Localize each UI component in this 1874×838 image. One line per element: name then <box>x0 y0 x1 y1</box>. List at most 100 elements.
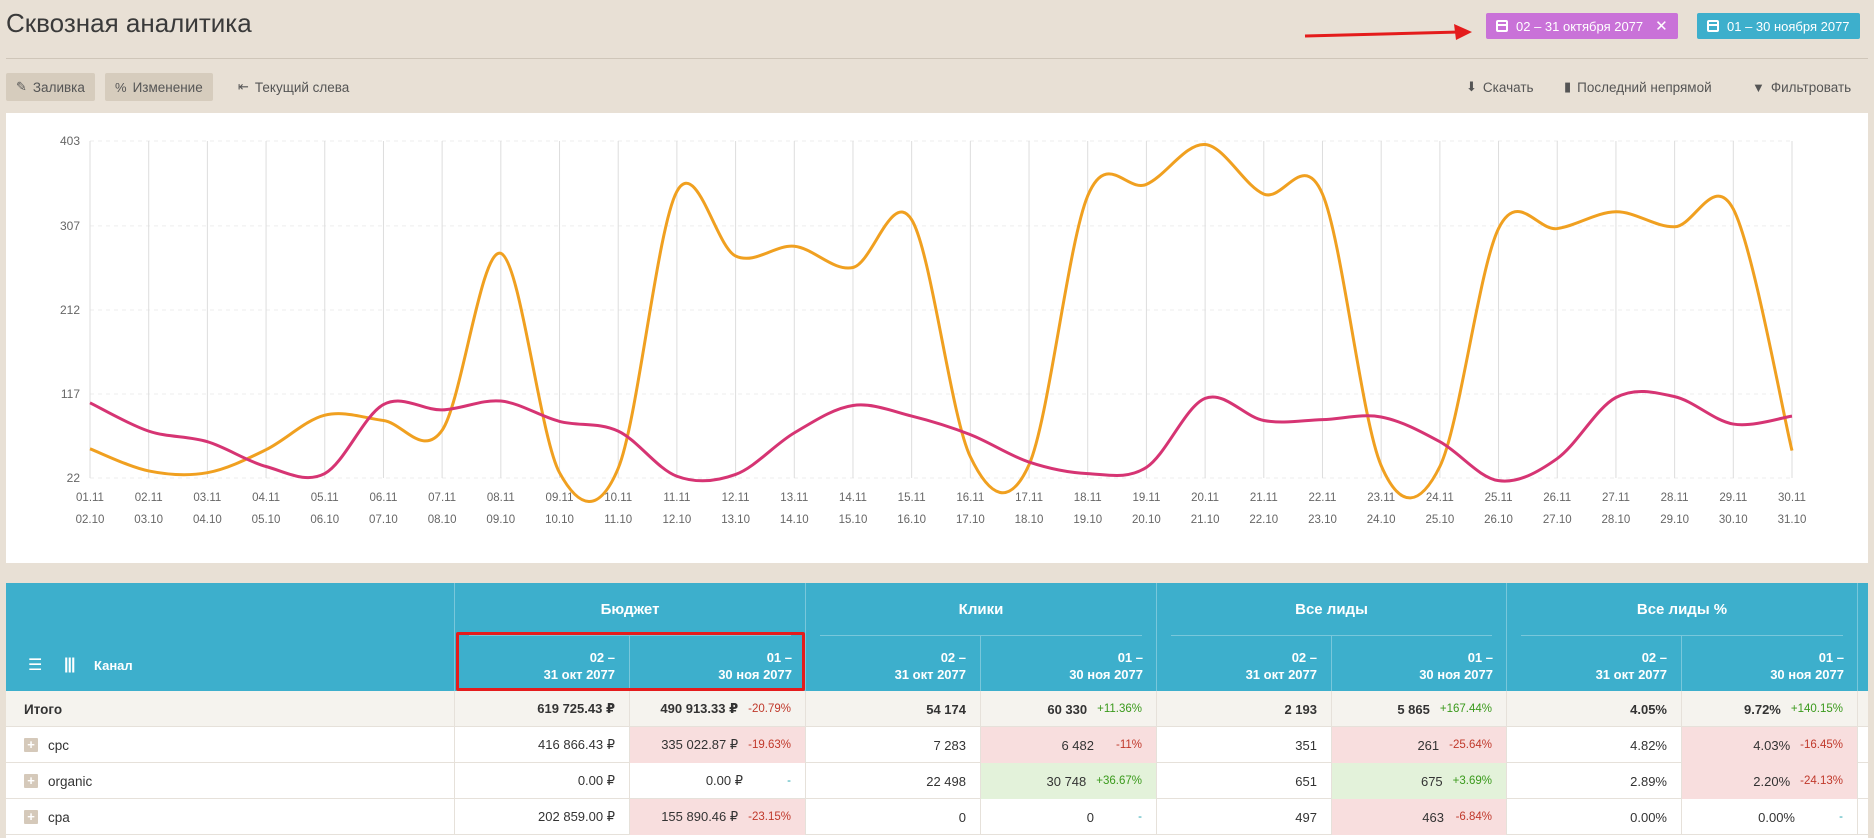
attribution-button[interactable]: ▮ Последний непрямой <box>1554 73 1722 101</box>
expand-icon[interactable]: + <box>24 774 38 788</box>
x-tick-label: 09.11 <box>546 492 574 504</box>
download-label: Скачать <box>1482 79 1534 95</box>
change-percent: -19.63% <box>748 739 791 751</box>
date-filter-label: 01 – 30 ноября 2077 <box>1727 18 1850 34</box>
cell-value: 22 498 <box>926 773 966 789</box>
attribution-label: Последний непрямой <box>1577 79 1712 95</box>
period-start: 01 – <box>766 650 792 665</box>
cell-value: 4.03% <box>1753 737 1791 753</box>
column-header-period2[interactable]: 01 – 30 ноя 2077 <box>1682 635 1858 691</box>
period-end: 30 ноя 2077 <box>718 667 792 682</box>
change-percent: - <box>1138 811 1142 823</box>
column-header-period1[interactable]: 02 – 31 окт 2077 <box>1157 635 1332 691</box>
table-cell: 335 022.87 ₽ -19.63% <box>630 727 806 763</box>
cell-value: 0 <box>1086 809 1094 825</box>
arrow-left-bar-icon: ⇤ <box>238 79 249 94</box>
table-cell: 0.00% <box>1507 799 1682 835</box>
x-tick-label-compare: 12.10 <box>663 514 692 526</box>
expand-icon[interactable]: + <box>24 810 38 824</box>
table-row[interactable]: + organic 0.00 ₽ 0.00 ₽ - 22 498 30 748 +36.67%… <box>6 763 1868 799</box>
period-start: 01 – <box>1467 650 1493 665</box>
x-tick-label-compare: 26.10 <box>1484 514 1513 526</box>
cell-value: 351 <box>1295 737 1317 753</box>
columns-icon[interactable]: ||| <box>64 656 75 673</box>
period-start: 01 – <box>1818 650 1844 665</box>
x-tick-label: 18.11 <box>1074 492 1102 504</box>
filter-button[interactable]: ▼ Фильтровать <box>1742 73 1861 101</box>
table-cell: 463 -6.84% <box>1332 799 1507 835</box>
cell-value: 2.89% <box>1630 773 1667 789</box>
x-tick-label-compare: 11.10 <box>604 514 632 526</box>
close-icon[interactable]: ✕ <box>1655 18 1668 35</box>
x-tick-label: 23.11 <box>1367 492 1395 504</box>
y-tick-label: 117 <box>61 387 80 401</box>
date-filter-label: 02 – 31 октября 2077 <box>1516 18 1644 34</box>
column-header-period2[interactable]: 01 – 30 ноя 2077 <box>981 635 1157 691</box>
toolbar: ✎ Заливка % Изменение ⇤ Текущий слева ⬇ … <box>6 73 1868 101</box>
x-tick-label-compare: 20.10 <box>1132 514 1161 526</box>
x-tick-label-compare: 21.10 <box>1191 514 1220 526</box>
x-tick-label: 01.11 <box>76 492 104 504</box>
x-tick-label-compare: 23.10 <box>1308 514 1337 526</box>
expand-icon[interactable]: + <box>24 738 38 752</box>
table-row[interactable]: + cpc 416 866.43 ₽ 335 022.87 ₽ -19.63% 7 283… <box>6 727 1868 763</box>
fill-button[interactable]: ✎ Заливка <box>6 73 95 101</box>
change-percent: -16.45% <box>1800 739 1843 751</box>
x-tick-label-compare: 06.10 <box>310 514 339 526</box>
cell-value: 490 913.33 ₽ <box>660 701 739 716</box>
x-tick-label: 26.11 <box>1543 492 1571 504</box>
date-filter-october[interactable]: 02 – 31 октября 2077 ✕ <box>1486 13 1678 39</box>
total-row[interactable]: Итого 619 725.43 ₽ 490 913.33 ₽ -20.79% 54 1… <box>6 691 1868 727</box>
channel-name: Итого <box>24 701 63 717</box>
cell-value: 30 748 <box>1046 773 1087 789</box>
table-row[interactable]: + cpa 202 859.00 ₽155 890.46 ₽ -23.15% 0 0-49… <box>6 799 1868 835</box>
column-header-period2[interactable]: 01 – 30 ноя 2077 <box>630 635 806 691</box>
cell-value: 416 866.43 ₽ <box>538 737 615 752</box>
download-button[interactable]: ⬇ Скачать <box>1456 73 1544 101</box>
channel-name: organic <box>48 773 93 789</box>
change-percent: - <box>1839 811 1843 823</box>
page-title: Сквозная аналитика <box>6 8 252 38</box>
x-tick-label: 04.11 <box>252 492 280 504</box>
period-end: 30 ноя 2077 <box>1770 667 1844 682</box>
x-tick-label-compare: 28.10 <box>1602 514 1631 526</box>
period-end: 30 ноя 2077 <box>1069 667 1143 682</box>
date-filter-november[interactable]: 01 – 30 ноября 2077 <box>1697 13 1860 39</box>
period-end: 31 окт 2077 <box>894 667 966 682</box>
table-cell: 6 482 -11% <box>981 727 1157 763</box>
column-header-period1[interactable]: 02 – 31 окт 2077 <box>1507 635 1682 691</box>
x-tick-label: 19.11 <box>1132 492 1160 504</box>
change-button[interactable]: % Изменение <box>105 73 213 101</box>
x-tick-label-compare: 24.10 <box>1367 514 1396 526</box>
cell-value: 60 330 <box>1047 701 1088 717</box>
group-title: Бюджет <box>600 601 660 618</box>
calendar-icon <box>1496 20 1508 32</box>
y-tick-label: 22 <box>67 471 81 485</box>
change-percent: -20.79% <box>748 703 791 715</box>
group-title: Клики <box>958 601 1004 618</box>
x-tick-label: 25.11 <box>1485 492 1513 504</box>
cell-value: 4.82% <box>1630 737 1667 753</box>
x-tick-label: 16.11 <box>956 492 984 504</box>
x-tick-label: 21.11 <box>1250 492 1278 504</box>
cell-value: 463 <box>1422 809 1444 825</box>
current-left-button[interactable]: ⇤ Текущий слева <box>228 73 359 101</box>
table-cell: 675 +3.69% <box>1332 763 1507 799</box>
column-header-period2[interactable]: 01 – 30 ноя 2077 <box>1332 635 1507 691</box>
x-tick-label-compare: 02.10 <box>76 514 105 526</box>
x-tick-label: 07.11 <box>428 492 456 504</box>
x-tick-label-compare: 09.10 <box>486 514 515 526</box>
x-tick-label-compare: 16.10 <box>897 514 926 526</box>
group-title: Все лиды % <box>1636 601 1728 618</box>
column-header-period1[interactable]: 02 – 31 окт 2077 <box>806 635 981 691</box>
line-chart-svg: 22 117 212 307 403 01.11 02.10 02.11 03.10 03.11 0… <box>60 134 1806 526</box>
table-cell: 2 193 <box>1157 691 1332 727</box>
cell-value: 619 725.43 ₽ <box>537 701 615 716</box>
sort-icon[interactable]: ☰ <box>28 657 43 674</box>
group-header: Все лиды % 02 – 31 окт 2077 01 – 30 ноя 2077 <box>1507 583 1858 691</box>
x-tick-label-compare: 14.10 <box>780 514 809 526</box>
y-tick-label: 403 <box>60 134 80 148</box>
channel-header: ☰ ||| Канал <box>6 583 455 691</box>
y-tick-label: 307 <box>60 219 80 233</box>
column-header-period1[interactable]: 02 – 31 окт 2077 <box>455 635 630 691</box>
